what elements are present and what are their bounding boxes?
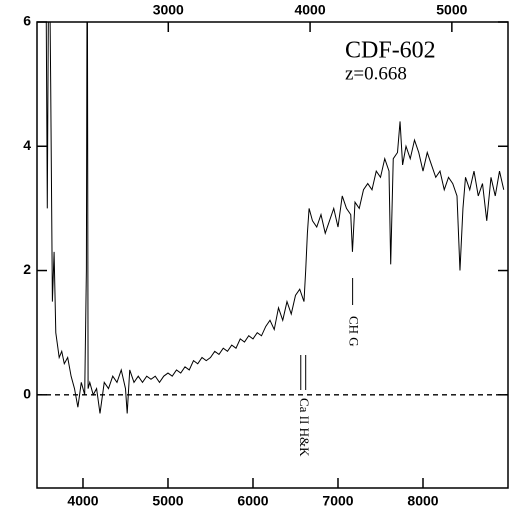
y-tick-label: 6 (23, 13, 31, 29)
x2-tick-label: 3000 (153, 2, 184, 18)
x-tick-label: 4000 (67, 493, 98, 509)
feature-label: CH G (347, 316, 362, 347)
x-tick-label: 6000 (237, 493, 268, 509)
x-tick-label: 7000 (322, 493, 353, 509)
spectrum-line (45, 22, 505, 414)
y-tick-label: 0 (23, 386, 31, 402)
chart-subtitle: z=0.668 (345, 63, 407, 84)
x-tick-label: 5000 (152, 493, 183, 509)
chart-title: CDF-602 (345, 38, 436, 64)
plot-frame (36, 21, 509, 489)
y-tick-label: 4 (23, 137, 31, 153)
y-tick-label: 2 (23, 261, 31, 277)
x2-tick-label: 4000 (294, 2, 325, 18)
x2-tick-label: 5000 (436, 2, 467, 18)
feature-label: Ca II H&K (297, 398, 312, 457)
plot-area (45, 22, 505, 414)
x-tick-label: 8000 (407, 493, 438, 509)
